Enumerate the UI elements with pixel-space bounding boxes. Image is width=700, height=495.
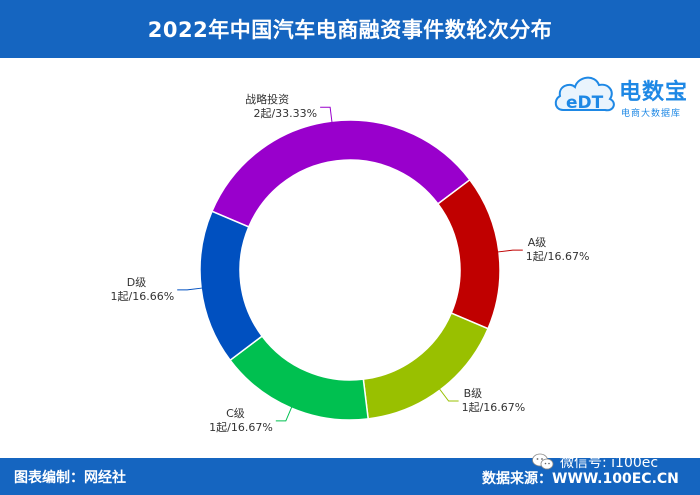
leader-line-1 bbox=[496, 249, 523, 253]
slice-value-label: 1起/16.67% bbox=[462, 401, 526, 414]
wechat-watermark: 微信号: i100ec bbox=[532, 452, 658, 472]
slice-name-label: 战略投资 bbox=[245, 92, 289, 106]
cloud-logo-icon: eDT bbox=[554, 76, 615, 113]
brand-logo: eDT 电数宝 电商大数据库 bbox=[553, 66, 698, 122]
footer-bar: 图表编制：网经社 数据来源：WWW.100EC.CN bbox=[0, 458, 700, 495]
data-source: 数据来源：WWW.100EC.CN bbox=[482, 471, 679, 487]
donut-chart: 战略投资2起/33.33%A级1起/16.67%B级1起/16.67%C级1起/… bbox=[111, 92, 590, 434]
donut-slice-0 bbox=[210, 119, 471, 228]
chart-credit: 图表编制：网经社 bbox=[14, 470, 126, 486]
slice-name-label: C级 bbox=[226, 407, 245, 420]
chart-title: 2022年中国汽车电商融资事件数轮次分布 bbox=[147, 18, 553, 42]
donut-slice-1 bbox=[436, 178, 501, 330]
logo-tagline: 电商大数据库 bbox=[621, 109, 682, 119]
leader-line-2 bbox=[438, 387, 459, 402]
logo-brand-text: 电数宝 bbox=[619, 80, 689, 105]
slice-value-label: 1起/16.67% bbox=[526, 250, 590, 263]
svg-text:eDT: eDT bbox=[566, 93, 604, 113]
slice-name-label: D级 bbox=[127, 276, 146, 289]
slice-name-label: B级 bbox=[464, 387, 483, 400]
title-bar: 2022年中国汽车电商融资事件数轮次分布 bbox=[0, 0, 700, 58]
donut-slice-3 bbox=[229, 335, 370, 421]
slice-name-label: A级 bbox=[528, 236, 547, 249]
slice-value-label: 2起/33.33% bbox=[253, 107, 317, 120]
wechat-id-text: 微信号: i100ec bbox=[560, 455, 659, 471]
slice-value-label: 1起/16.67% bbox=[209, 421, 273, 434]
leader-line-4 bbox=[177, 287, 204, 291]
donut-slice-4 bbox=[199, 210, 264, 362]
wechat-icon bbox=[532, 453, 554, 471]
leader-line-0 bbox=[320, 106, 333, 124]
leader-line-3 bbox=[275, 405, 293, 422]
slice-value-label: 1起/16.66% bbox=[111, 290, 175, 303]
